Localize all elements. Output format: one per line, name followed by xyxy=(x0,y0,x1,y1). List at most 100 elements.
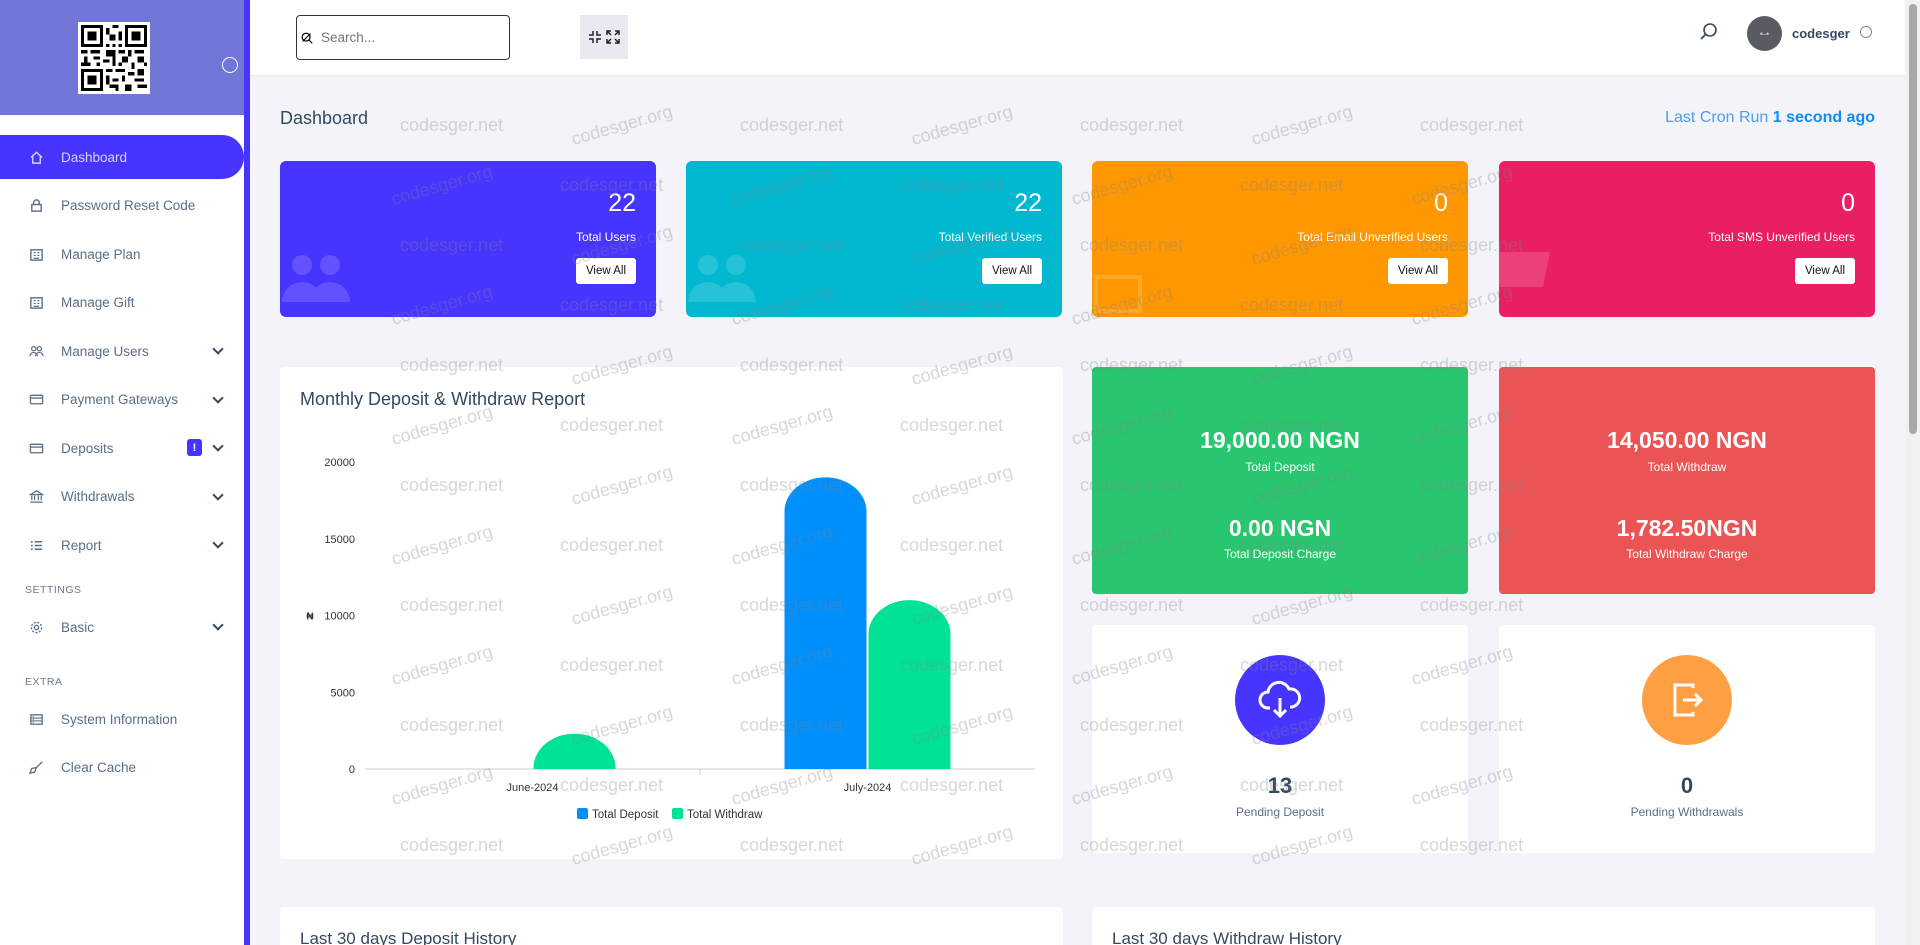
chevron-down-icon xyxy=(212,537,224,549)
fullscreen-toggle-button[interactable] xyxy=(580,15,628,59)
legend-marker xyxy=(577,808,588,819)
total-withdraw-charge-label: Total Withdraw Charge xyxy=(1626,547,1748,561)
y-axis-label: ₦ xyxy=(306,612,314,623)
sidebar-item-basic[interactable]: Basic xyxy=(0,605,244,649)
pending-deposit-panel[interactable]: 13 Pending Deposit xyxy=(1092,625,1468,853)
search-icon[interactable] xyxy=(1698,21,1720,43)
sidebar-item-system-information[interactable]: System Information xyxy=(0,697,244,741)
total-deposit-charge-label: Total Deposit Charge xyxy=(1223,547,1337,561)
sidebar: Dashboard Password Reset Code Manage Plan M… xyxy=(0,0,250,945)
chevron-down-icon xyxy=(212,440,224,452)
server-icon xyxy=(28,711,44,727)
notification-badge: ! xyxy=(187,439,202,456)
view-all-button[interactable]: View All xyxy=(575,258,636,284)
total-users-card: 22 Total Users View All xyxy=(280,161,656,317)
view-all-button[interactable]: View All xyxy=(1794,258,1855,284)
deposit-history-title: Last 30 days Deposit History xyxy=(300,929,517,945)
bar-total-withdraw xyxy=(868,600,951,769)
total-users-count: 22 xyxy=(608,189,636,217)
lock-icon xyxy=(28,198,44,214)
sidebar-item-label: Clear Cache xyxy=(61,760,137,775)
legend-label: Total Withdraw xyxy=(687,809,763,821)
x-tick-label: June-2024 xyxy=(507,782,559,794)
sidebar-item-label: System Information xyxy=(61,711,178,727)
total-withdraw-panel: 14,050.00 NGN Total Withdraw 1,782.50NGN… xyxy=(1499,367,1875,594)
chevron-down-icon xyxy=(212,391,224,404)
bar-total-withdraw xyxy=(533,733,616,769)
total-sms-unverified-users-count: 0 xyxy=(1841,189,1855,217)
pending-withdraw-panel[interactable]: 0 Pending Withdrawals xyxy=(1499,625,1875,853)
sidebar-item-withdrawals[interactable]: Withdrawals xyxy=(0,475,244,519)
sidebar-nav: Dashboard Password Reset Code Manage Plan M… xyxy=(0,115,244,790)
sidebar-section-extra: EXTRA xyxy=(25,676,63,688)
sidebar-item-dashboard[interactable]: Dashboard xyxy=(0,135,244,179)
search-box[interactable] xyxy=(296,15,510,60)
sign-out-icon xyxy=(1642,655,1732,745)
topbar: •-• codesger xyxy=(250,0,1905,76)
y-tick-label: 5000 xyxy=(331,687,355,699)
cron-value: 1 second ago xyxy=(1772,109,1875,126)
cron-label: Last Cron Run xyxy=(1665,109,1769,126)
cloud-download-icon xyxy=(1235,655,1325,745)
chevron-down-icon[interactable] xyxy=(1860,26,1872,38)
chevron-down-icon xyxy=(212,343,224,355)
watermark-text: codesger.org xyxy=(1249,101,1355,149)
sidebar-item-clear-cache[interactable]: Clear Cache xyxy=(0,746,244,790)
view-all-button[interactable]: View All xyxy=(981,258,1042,284)
watermark-text: codesger.net xyxy=(400,115,504,135)
pending-deposit-label: Pending Deposit xyxy=(1235,805,1325,819)
sidebar-section-settings: SETTINGS xyxy=(25,584,82,596)
total-withdraw-charge-value: 1,782.50NGN xyxy=(1616,515,1758,541)
sidebar-item-label: Deposits xyxy=(61,440,114,456)
total-email-unverified-users-card: 0 Total Email Unverified Users View All xyxy=(1092,161,1468,317)
scrollbar[interactable] xyxy=(1905,0,1920,945)
username[interactable]: codesger xyxy=(1792,26,1850,41)
y-tick-label: 20000 xyxy=(324,457,355,469)
sidebar-item-manage-users[interactable]: Manage Users xyxy=(0,329,244,373)
search-input[interactable] xyxy=(321,30,491,45)
view-all-button[interactable]: View All xyxy=(1387,258,1448,284)
watermark-text: codesger.org xyxy=(909,101,1015,149)
qr-code-logo xyxy=(78,22,150,94)
chart-title: Monthly Deposit & Withdraw Report xyxy=(300,389,586,409)
chart-panel: Monthly Deposit & Withdraw Report 0 5000 1… xyxy=(280,367,1063,859)
scrollbar-thumb[interactable] xyxy=(1909,4,1917,434)
legend-label: Total Deposit xyxy=(592,809,659,821)
sidebar-item-manage-plan[interactable]: Manage Plan xyxy=(0,232,244,276)
home-icon xyxy=(28,149,44,165)
total-verified-users-count: 22 xyxy=(1014,189,1042,217)
expand-icon xyxy=(606,30,620,44)
building-icon xyxy=(28,295,44,311)
users-icon xyxy=(28,343,44,359)
sidebar-item-payment-gateways[interactable]: Payment Gateways xyxy=(0,378,244,422)
y-tick-label: 10000 xyxy=(324,611,355,623)
deposit-history-panel: Last 30 days Deposit History xyxy=(280,907,1063,945)
total-email-unverified-users-label: Total Email Unverified Users xyxy=(1297,230,1448,244)
compress-icon xyxy=(589,31,601,43)
bar-total-deposit xyxy=(784,477,867,769)
deposit-withdraw-chart: 0 5000 10000 15000 20000 ₦ June-2024 July-2024 T… xyxy=(306,457,1035,821)
cron-status: Last Cron Run 1 second ago xyxy=(1665,109,1875,127)
sidebar-item-manage-gift[interactable]: Manage Gift xyxy=(0,281,244,325)
credit-card-icon xyxy=(28,440,44,456)
total-sms-unverified-users-card: 0 Total SMS Unverified Users View All xyxy=(1499,161,1875,317)
users-icon xyxy=(688,255,756,302)
total-deposit-value: 19,000.00 NGN xyxy=(1200,427,1360,453)
pending-withdraw-count: 0 xyxy=(1680,773,1694,798)
cart-icon xyxy=(1499,252,1550,287)
sidebar-item-label: Basic xyxy=(61,619,95,635)
broom-icon xyxy=(28,760,44,776)
total-users-label: Total Users xyxy=(575,230,636,244)
sidebar-toggle-button[interactable] xyxy=(222,57,238,73)
envelope-icon xyxy=(1094,275,1142,313)
pending-deposit-count: 13 xyxy=(1267,773,1293,798)
avatar[interactable]: •-• xyxy=(1747,16,1782,51)
withdraw-history-panel: Last 30 days Withdraw History xyxy=(1092,907,1875,945)
total-withdraw-value: 14,050.00 NGN xyxy=(1607,427,1767,453)
sidebar-item-report[interactable]: Report xyxy=(0,523,244,567)
search-icon xyxy=(301,32,313,44)
sidebar-item-password-reset-code[interactable]: Password Reset Code xyxy=(0,184,244,228)
x-tick-label: July-2024 xyxy=(844,782,892,794)
sidebar-item-deposits[interactable]: Deposits! xyxy=(0,426,244,470)
list-icon xyxy=(28,537,44,553)
